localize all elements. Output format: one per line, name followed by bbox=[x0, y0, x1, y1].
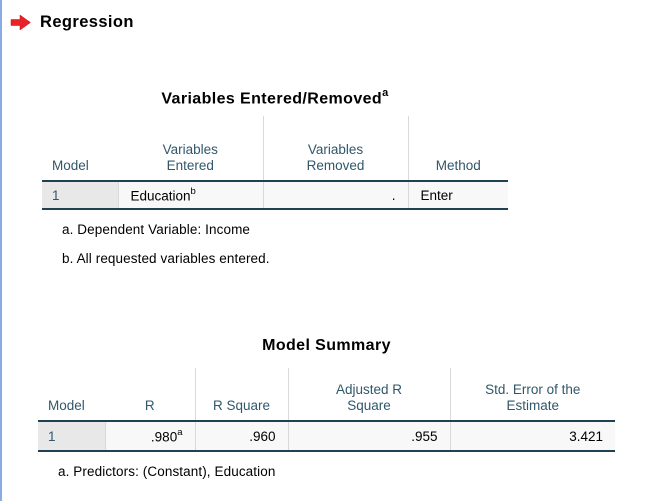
table-title-superscript: a bbox=[382, 87, 389, 99]
footnote-b: b. All requested variables entered. bbox=[62, 251, 270, 266]
red-arrow-icon bbox=[10, 14, 31, 31]
table-grid: Model Variables Entered Variables Remove… bbox=[42, 116, 508, 210]
table-title: Variables Entered/Removeda bbox=[42, 84, 508, 108]
cell-model-number: 1 bbox=[42, 181, 118, 210]
col-header-r-square: R Square bbox=[194, 368, 288, 422]
heading-label: Regression bbox=[40, 13, 134, 31]
cell-method: Enter bbox=[407, 181, 508, 210]
cell-std-error: 3.421 bbox=[449, 421, 615, 452]
col-header-r: R bbox=[105, 368, 195, 422]
table-row: 1 Educationb . Enter bbox=[42, 181, 508, 210]
variables-entered-removed-table[interactable]: Variables Entered/Removeda Model Variabl… bbox=[42, 84, 508, 280]
table-footnotes: a. Predictors: (Constant), Education bbox=[38, 464, 615, 479]
col-header-variables-entered: Variables Entered bbox=[118, 116, 263, 182]
output-heading-regression[interactable]: Regression bbox=[10, 13, 134, 32]
table-grid: Model R R Square Adjusted R Square Std. … bbox=[38, 368, 615, 452]
model-summary-table[interactable]: Model Summary Model R R Square Adjusted … bbox=[38, 336, 615, 493]
cell-r-square: .960 bbox=[194, 421, 288, 452]
cell-model-number: 1 bbox=[38, 421, 105, 452]
table-title-text: Model Summary bbox=[262, 337, 391, 354]
pane-left-border bbox=[0, 0, 2, 501]
header-row: Model Variables Entered Variables Remove… bbox=[42, 116, 508, 182]
table-row: 1 .980a .960 .955 3.421 bbox=[38, 421, 615, 452]
table-footnotes: a. Dependent Variable: Income b. All req… bbox=[42, 222, 508, 266]
footnote-a: a. Dependent Variable: Income bbox=[62, 222, 251, 237]
col-header-variables-removed: Variables Removed bbox=[262, 116, 408, 182]
col-header-method: Method bbox=[407, 116, 508, 182]
col-header-std-error: Std. Error of the Estimate bbox=[449, 368, 615, 422]
footnote-a: a. Predictors: (Constant), Education bbox=[58, 464, 276, 479]
footnote-marker-b: b bbox=[190, 185, 196, 197]
cell-r: .980a bbox=[104, 421, 195, 452]
table-title-text: Variables Entered/Removed bbox=[161, 90, 383, 108]
table-title: Model Summary bbox=[38, 336, 615, 356]
header-row: Model R R Square Adjusted R Square Std. … bbox=[38, 368, 615, 422]
cell-variables-removed: . bbox=[262, 181, 408, 210]
cell-adjusted-r-square: .955 bbox=[287, 421, 450, 452]
cell-variables-entered: Educationb bbox=[117, 181, 263, 210]
col-header-model: Model bbox=[42, 116, 118, 182]
col-header-adjusted-r-square: Adjusted R Square bbox=[287, 368, 450, 422]
footnote-marker-a: a bbox=[177, 426, 183, 438]
col-header-model: Model bbox=[38, 368, 105, 422]
